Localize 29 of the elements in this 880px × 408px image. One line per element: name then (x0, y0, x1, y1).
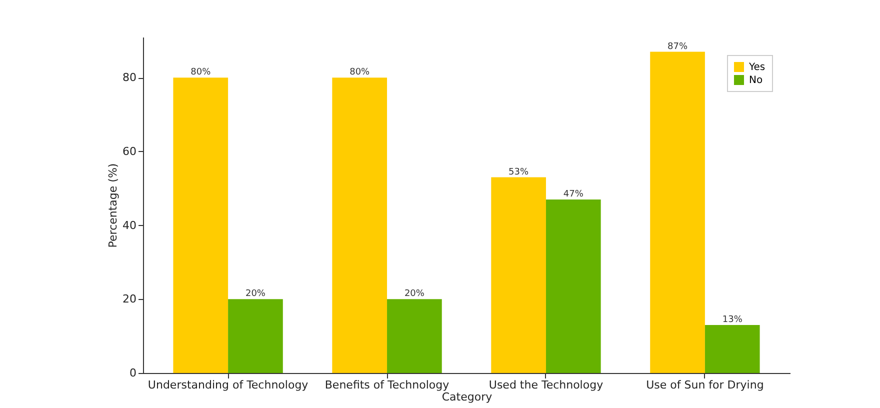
x-tick-label: Use of Sun for Drying (646, 378, 764, 392)
x-tick-label: Understanding of Technology (148, 378, 309, 392)
y-axis-title: Percentage (%) (106, 163, 120, 248)
bar (546, 199, 601, 373)
data-label: 87% (668, 42, 688, 52)
bar (387, 299, 442, 373)
x-tick-label: Used the Technology (488, 378, 604, 392)
data-label: 20% (404, 289, 425, 300)
data-label: 13% (722, 315, 743, 325)
y-tick-label: 80 (122, 71, 136, 84)
data-label: 80% (350, 68, 370, 78)
bar (650, 52, 705, 373)
y-tick-label: 0 (130, 366, 136, 380)
bar (228, 299, 283, 373)
x-axis-title: Category (442, 390, 493, 404)
data-label: 47% (563, 189, 584, 200)
y-tick-label: 20 (122, 292, 136, 306)
data-label: 53% (508, 167, 530, 178)
bar (704, 325, 760, 373)
data-label: 20% (245, 289, 266, 300)
legend-label: No (749, 75, 763, 86)
y-tick-label: 40 (122, 218, 136, 232)
x-tick-label: Benefits of Technology (324, 378, 450, 392)
bar (491, 177, 546, 373)
bar (173, 78, 228, 373)
data-label: 80% (190, 68, 212, 78)
legend-label: Yes (748, 62, 766, 73)
y-tick-label: 60 (122, 144, 136, 158)
bar (332, 78, 388, 373)
